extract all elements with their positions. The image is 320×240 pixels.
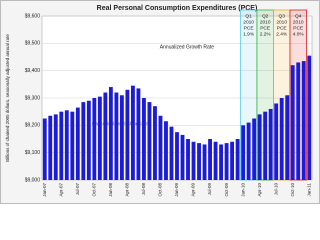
highlight-label: Q4: [295, 13, 302, 19]
x-tick-label: Jul-08: [141, 183, 146, 196]
x-tick-label: Oct-07: [92, 183, 97, 197]
highlight-label: 2010: [243, 19, 254, 25]
highlight-label: 2.4%: [276, 31, 288, 37]
page: Real Personal Consumption Expenditures (…: [0, 0, 320, 204]
bar: [241, 125, 246, 180]
y-axis-label: Billions of chained 2005 dollars, season…: [5, 34, 10, 162]
highlight-label: PCE: [260, 25, 270, 31]
highlight-label: Q3: [278, 13, 285, 19]
bar: [197, 143, 201, 180]
bar: [48, 115, 53, 180]
bar: [279, 98, 284, 180]
bar: [175, 132, 179, 180]
highlight-label: 1.9%: [243, 31, 255, 37]
y-tick-label: $9,500: [25, 41, 41, 47]
highlight-label: Q1: [245, 13, 252, 19]
bar: [125, 89, 130, 180]
bar: [296, 62, 301, 180]
x-tick-label: Jul-10: [273, 183, 278, 196]
x-tick-label: Apr-07: [58, 183, 63, 197]
bar: [208, 139, 212, 180]
bar: [230, 141, 235, 180]
y-tick-label: $9,600: [25, 13, 41, 19]
x-tick-label: Jan-11: [306, 183, 311, 197]
bar: [153, 106, 157, 180]
bar: [59, 111, 64, 180]
bar: [75, 107, 80, 180]
bar: [64, 110, 69, 180]
annotation: Annualized Growth Rate: [160, 44, 214, 50]
bar: [301, 61, 306, 180]
bar: [224, 143, 229, 180]
chart-title: Real Personal Consumption Expenditures (…: [97, 5, 258, 12]
bar: [202, 144, 207, 180]
bar: [186, 139, 190, 180]
x-tick-label: Oct-08: [158, 183, 163, 197]
y-tick-label: $9,200: [25, 123, 41, 129]
x-tick-label: Oct-09: [224, 183, 229, 197]
x-tick-label: Jan-10: [240, 183, 245, 197]
bar: [103, 92, 108, 180]
bar: [307, 55, 312, 181]
y-tick-label: $9,300: [25, 95, 41, 101]
bar: [114, 92, 119, 180]
highlight-label: PCE: [277, 25, 287, 31]
bar: [81, 102, 86, 180]
bar: [119, 95, 124, 180]
x-tick-label: Apr-08: [125, 183, 130, 197]
highlight-label: 4.0%: [293, 31, 305, 37]
highlight-label: 2.2%: [260, 31, 272, 37]
bar: [136, 88, 141, 180]
bar: [70, 111, 75, 180]
bar: [158, 115, 163, 180]
bar: [53, 114, 58, 180]
x-tick-label: Apr-09: [191, 183, 196, 197]
highlight-label: 2010: [260, 19, 271, 25]
x-tick-label: Oct-10: [290, 183, 295, 197]
y-tick-label: $9,000: [25, 177, 41, 183]
bar: [164, 121, 168, 180]
x-tick-label: Jan-08: [108, 183, 113, 197]
bar: [169, 126, 174, 180]
x-tick-label: Jan-09: [174, 183, 179, 197]
bar: [108, 87, 113, 180]
bar: [290, 65, 295, 180]
x-tick-label: Jan-07: [42, 183, 47, 197]
x-tick-label: Jul-07: [75, 183, 80, 196]
bar: [142, 98, 146, 180]
bar: [252, 118, 257, 180]
y-tick-label: $9,100: [25, 150, 41, 156]
bar: [274, 103, 279, 180]
x-tick-label: Jul-09: [207, 183, 212, 196]
bar: [285, 95, 290, 180]
highlight-label: Q2: [262, 13, 269, 19]
bar: [191, 141, 196, 180]
bar: [42, 118, 47, 180]
bar: [86, 100, 91, 180]
y-tick-label: $9,400: [25, 68, 41, 74]
highlight-label: 2010: [276, 19, 287, 25]
bar: [263, 111, 268, 180]
bar: [147, 102, 152, 180]
bar: [130, 85, 135, 180]
highlight-label: 2010: [293, 19, 304, 25]
bar: [97, 96, 102, 180]
bar: [213, 141, 218, 180]
bar: [180, 134, 185, 180]
x-tick-label: Apr-10: [257, 183, 262, 197]
bar: [257, 114, 262, 180]
bar: [235, 139, 240, 180]
bar: [92, 98, 97, 180]
bar: [268, 108, 273, 180]
highlight-label: PCE: [293, 25, 303, 31]
highlight-label: PCE: [244, 25, 254, 31]
bar: [219, 144, 224, 180]
bar: [246, 122, 251, 180]
chart: Real Personal Consumption Expenditures (…: [0, 0, 320, 204]
